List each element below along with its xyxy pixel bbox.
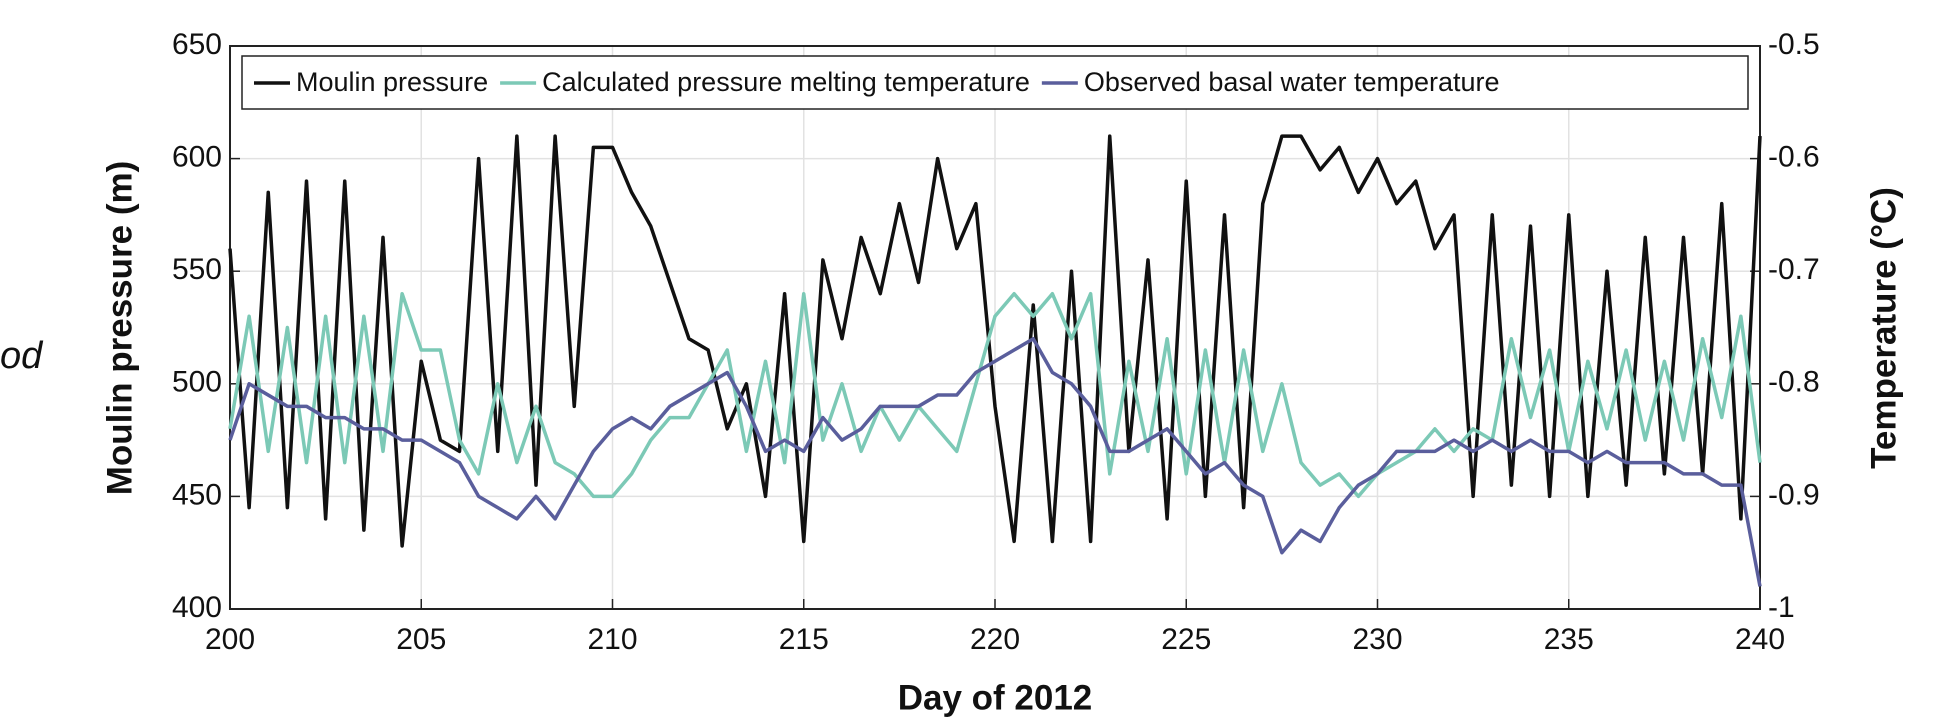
y-axis-label: Moulin pressure (m) bbox=[100, 161, 139, 495]
y-tick-label: 450 bbox=[172, 478, 222, 511]
x-tick-label: 200 bbox=[205, 623, 255, 656]
y2-tick-label: -0.9 bbox=[1768, 478, 1820, 511]
x-tick-label: 215 bbox=[779, 623, 829, 656]
x-tick-label: 240 bbox=[1735, 623, 1785, 656]
x-tick-label: 225 bbox=[1161, 623, 1211, 656]
y-tick-label: 500 bbox=[172, 366, 222, 399]
y2-axis-label: Temperature (°C) bbox=[1864, 187, 1903, 469]
y2-tick-label: -0.8 bbox=[1768, 366, 1820, 399]
x-tick-label: 235 bbox=[1544, 623, 1594, 656]
series-line bbox=[228, 291, 1762, 499]
legend-label: Calculated pressure melting temperature bbox=[542, 67, 1030, 97]
series-line bbox=[228, 337, 1762, 587]
x-tick-label: 210 bbox=[587, 623, 637, 656]
y2-tick-label: -0.5 bbox=[1768, 28, 1820, 61]
y2-tick-label: -0.7 bbox=[1768, 253, 1820, 286]
x-axis-label: Day of 2012 bbox=[898, 678, 1093, 717]
side-text: od bbox=[0, 335, 44, 377]
x-tick-label: 205 bbox=[396, 623, 446, 656]
y-tick-label: 550 bbox=[172, 253, 222, 286]
legend-box bbox=[241, 55, 1749, 110]
x-tick-label: 230 bbox=[1352, 623, 1402, 656]
y-tick-label: 400 bbox=[172, 591, 222, 624]
legend-label: Moulin pressure bbox=[296, 67, 488, 97]
plot-frame bbox=[229, 45, 1761, 610]
x-tick-label: 220 bbox=[970, 623, 1020, 656]
y-tick-label: 650 bbox=[172, 28, 222, 61]
y2-tick-label: -1 bbox=[1768, 591, 1795, 624]
y-tick-label: 600 bbox=[172, 141, 222, 174]
y2-tick-label: -0.6 bbox=[1768, 141, 1820, 174]
series-line bbox=[228, 134, 1762, 548]
legend-label: Observed basal water temperature bbox=[1084, 67, 1500, 97]
